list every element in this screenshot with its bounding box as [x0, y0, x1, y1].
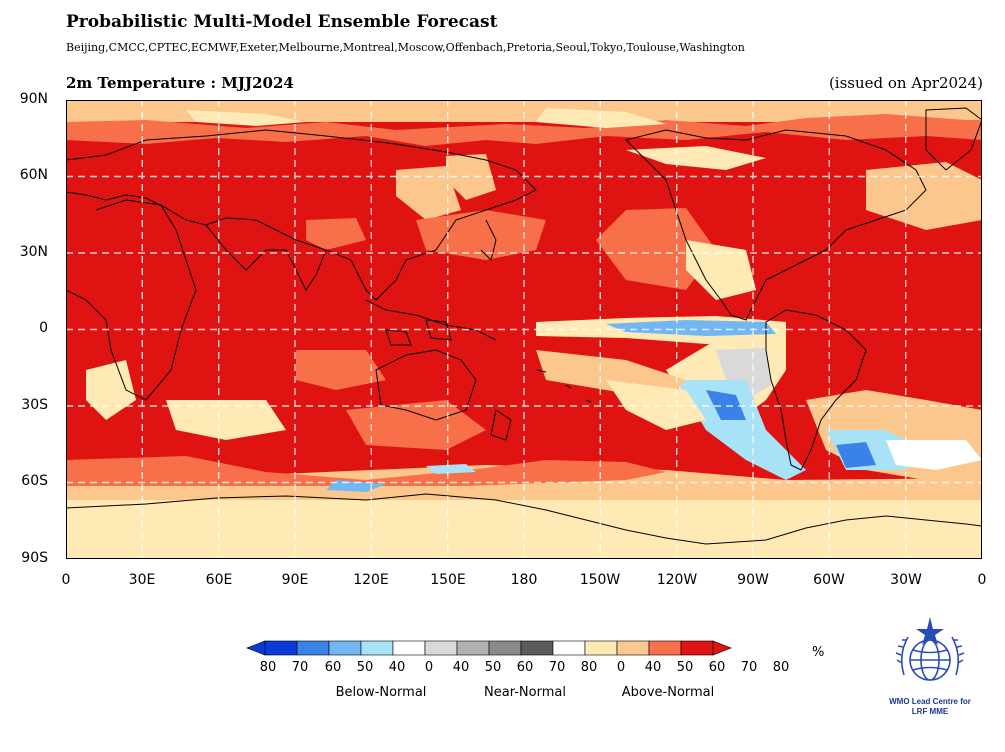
colorbar-segment: [264, 640, 298, 656]
colorbar-segment: [488, 640, 522, 656]
colorbar-segment: [424, 640, 458, 656]
lon-label: 150E: [430, 572, 466, 588]
colorbar-tick: 0: [616, 660, 626, 675]
colorbar-unit: %: [812, 645, 825, 660]
lat-label: 60N: [19, 167, 48, 183]
colorbar-tick: 80: [772, 660, 790, 675]
colorbar-tick: 60: [516, 660, 534, 675]
wmo-caption-line1: WMO Lead Centre for: [889, 697, 971, 706]
colorbar-tick: 60: [708, 660, 726, 675]
colorbar-tick: 70: [740, 660, 758, 675]
colorbar-segment: [328, 640, 362, 656]
lat-label: 60S: [21, 473, 48, 489]
colorbar-segment: [360, 640, 394, 656]
wmo-emblem-icon: [895, 617, 965, 681]
lon-label: 120W: [656, 572, 698, 588]
near-normal-label: Near-Normal: [484, 685, 566, 700]
colorbar-segment: [456, 640, 490, 656]
colorbar-tick: 70: [548, 660, 566, 675]
colorbar-segment: [392, 640, 426, 656]
lat-label: 30N: [19, 244, 48, 260]
lon-label: 180: [510, 572, 538, 588]
above-normal-label: Above-Normal: [621, 685, 715, 700]
colorbar-tick: 50: [676, 660, 694, 675]
gridlines: [66, 100, 982, 559]
colorbar-segment: [616, 640, 650, 656]
forecast-map: [66, 100, 982, 559]
map-title: 2m Temperature : MJJ2024: [66, 74, 294, 92]
colorbar-tick: 60: [324, 660, 342, 675]
colorbar-min-arrow: [246, 640, 266, 656]
lon-label: 30E: [128, 572, 156, 588]
colorbar-tick: 40: [388, 660, 406, 675]
colorbar-segment: [552, 640, 586, 656]
colorbar-tick: 0: [424, 660, 434, 675]
lat-label: 30S: [21, 397, 48, 413]
colorbar-tick: 40: [452, 660, 470, 675]
wmo-caption: WMO Lead Centre for LRF MME: [880, 697, 980, 717]
lon-label: 120E: [353, 572, 389, 588]
issued-date: (issued on Apr2024): [828, 74, 983, 92]
colorbar-tick: 40: [644, 660, 662, 675]
lon-label: 30W: [890, 572, 922, 588]
lon-label: 60E: [205, 572, 233, 588]
colorbar-segment: [584, 640, 618, 656]
coastlines: [66, 107, 982, 545]
lat-label: 90S: [21, 550, 48, 566]
colorbar-segment: [296, 640, 330, 656]
colorbar-tick: 80: [580, 660, 598, 675]
colorbar-segment: [520, 640, 554, 656]
colorbar-segment: [680, 640, 714, 656]
lon-label: 0: [61, 572, 71, 588]
colorbar-max-arrow: [712, 640, 732, 656]
lon-label: 0: [977, 572, 987, 588]
lon-label: 60W: [813, 572, 845, 588]
below-normal-label: Below-Normal: [335, 685, 427, 700]
lon-label: 90E: [281, 572, 309, 588]
lat-label: 0: [39, 320, 48, 336]
lon-label: 90W: [737, 572, 769, 588]
colorbar-tick: 50: [356, 660, 374, 675]
colorbar-tick: 50: [484, 660, 502, 675]
centres-list: Beijing,CMCC,CPTEC,ECMWF,Exeter,Melbourn…: [66, 41, 745, 54]
forecast-title: Probabilistic Multi-Model Ensemble Forec…: [66, 12, 498, 32]
colorbar-segment: [648, 640, 682, 656]
colorbar-tick: 70: [291, 660, 309, 675]
lat-label: 90N: [19, 91, 48, 107]
colorbar: [246, 640, 732, 656]
wmo-caption-line2: LRF MME: [911, 707, 949, 716]
lon-label: 150W: [579, 572, 621, 588]
colorbar-tick: 80: [259, 660, 277, 675]
equatorial-pacific-below-normal: [606, 320, 776, 336]
